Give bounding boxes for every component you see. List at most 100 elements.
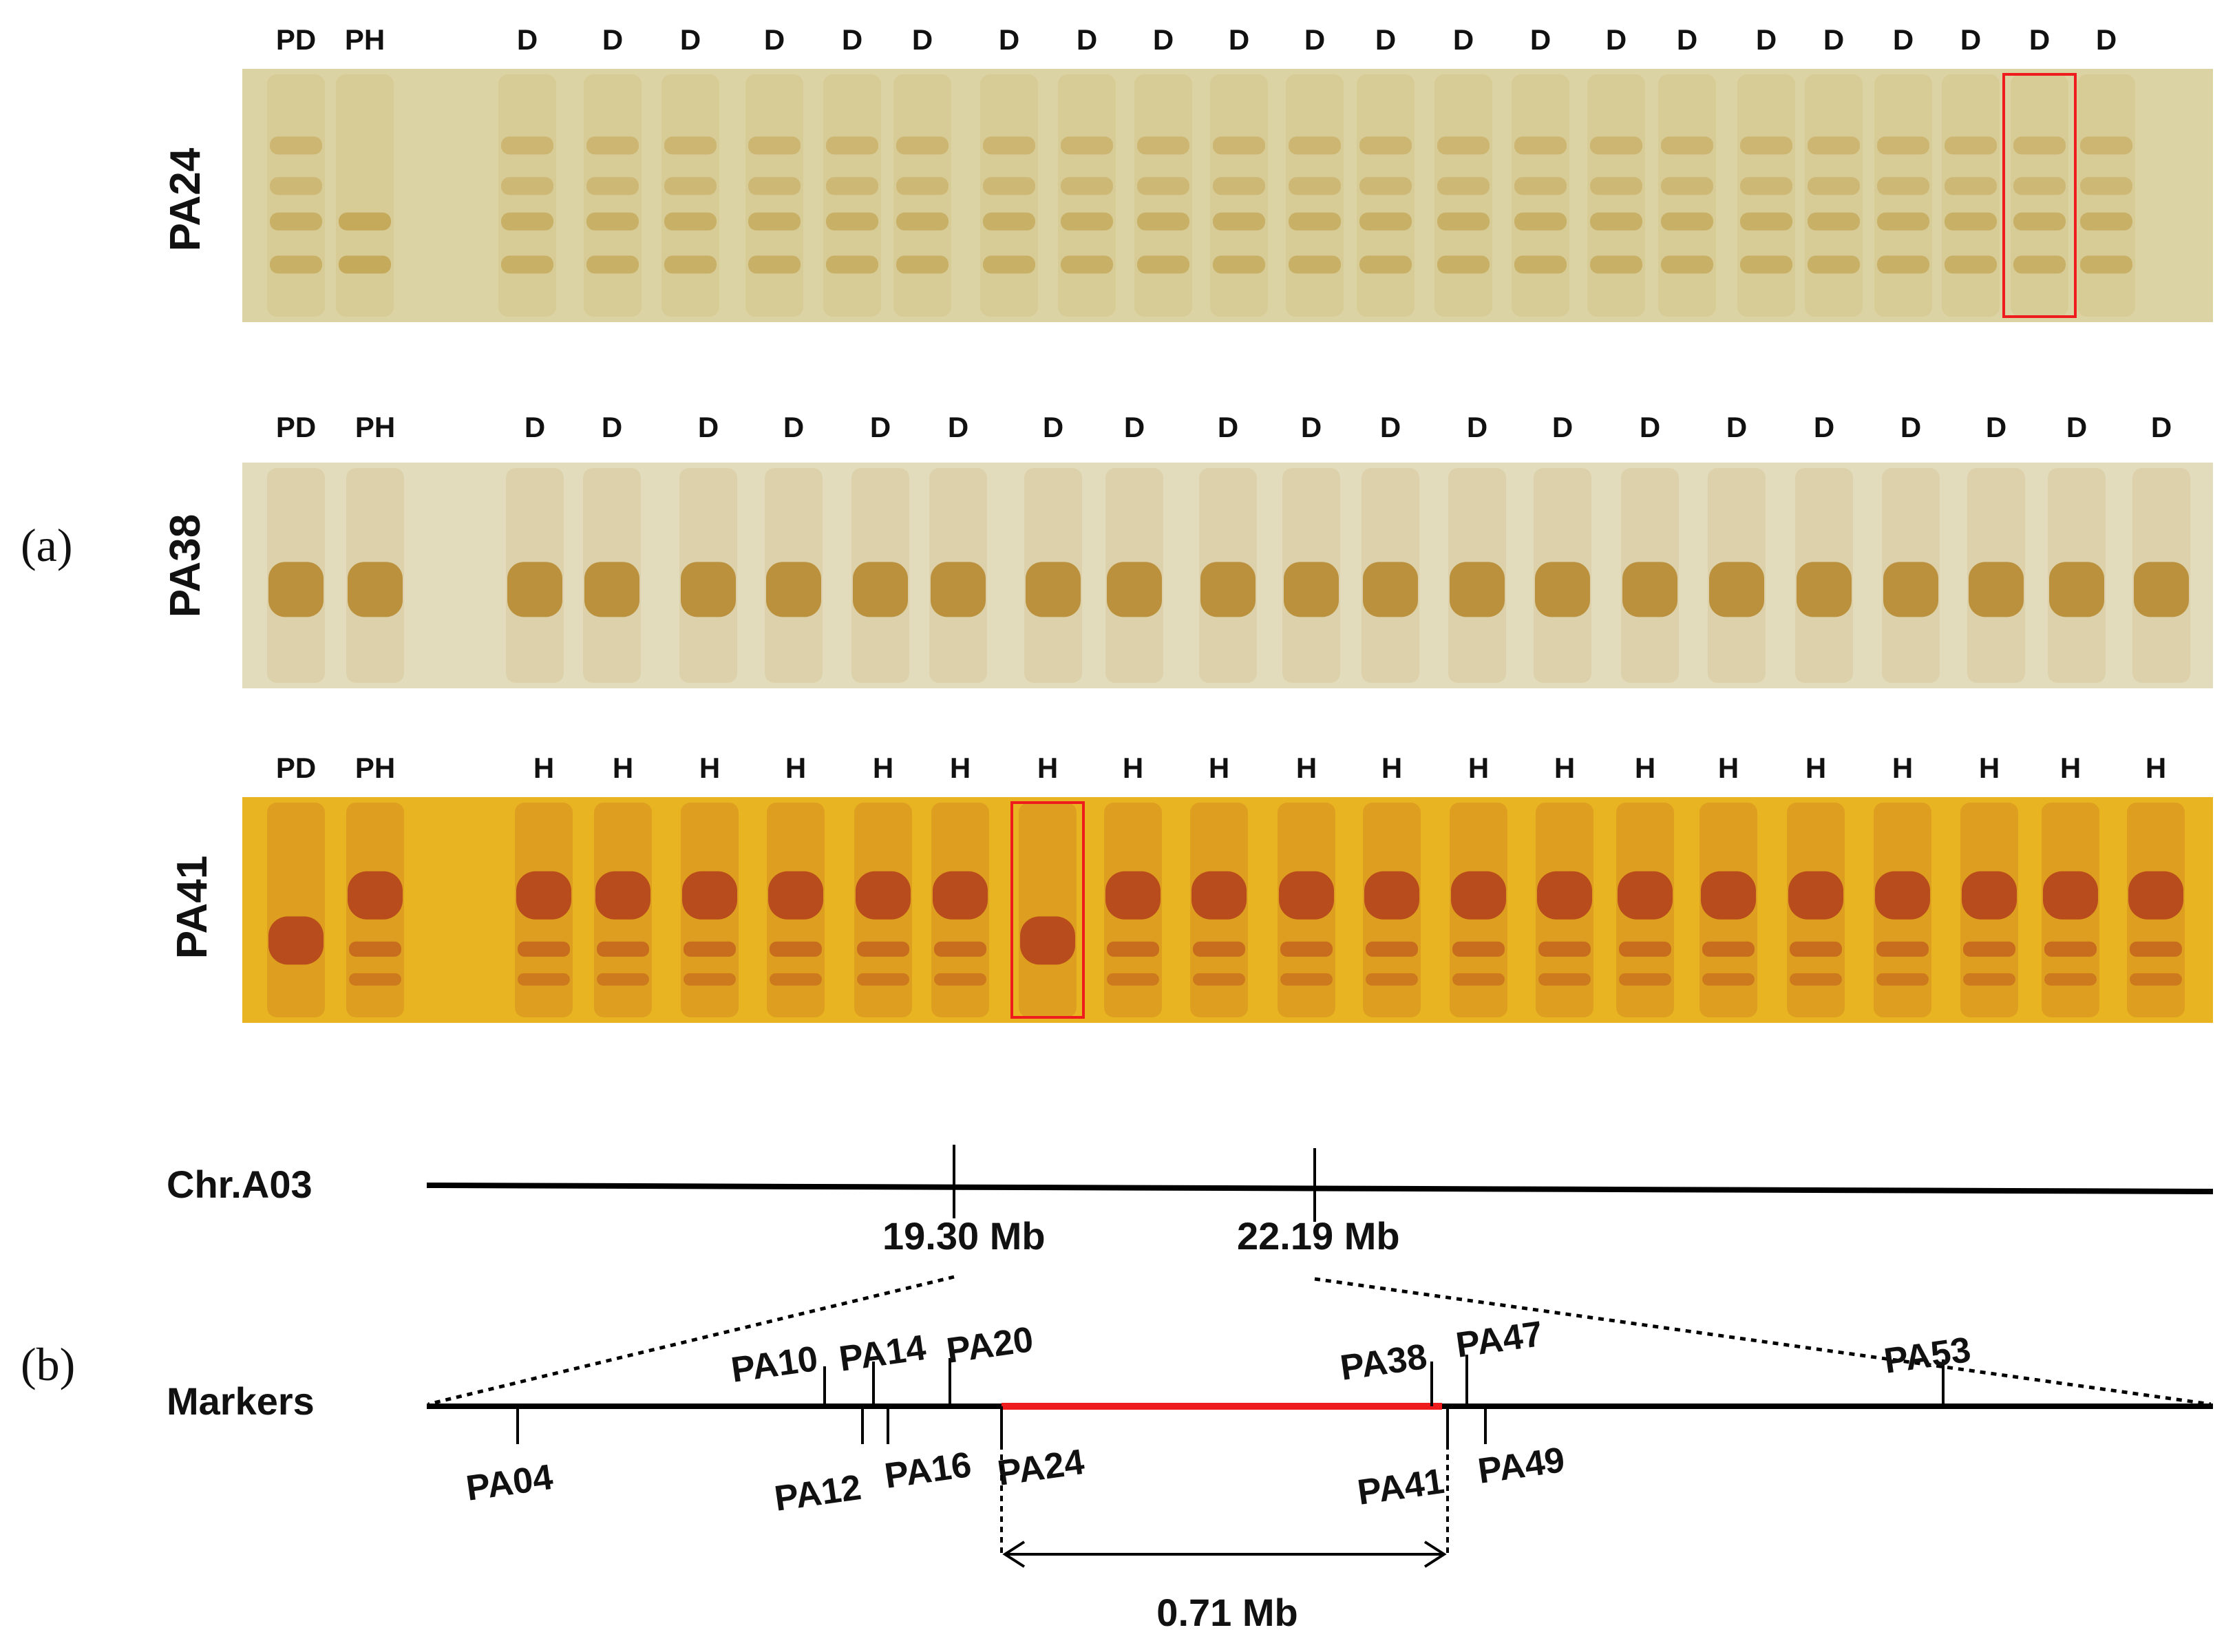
zoom-line (1314, 1277, 2212, 1406)
gel-band (1452, 941, 1505, 957)
lane-smear (980, 74, 1038, 317)
gel-lane (851, 468, 909, 683)
gel-band (501, 255, 553, 274)
gel-band (826, 136, 878, 155)
lane-smear (1286, 74, 1344, 317)
lane-label: H (950, 752, 971, 784)
lane-smear (1357, 74, 1415, 317)
gel-lane (1587, 74, 1645, 317)
gel-band (1514, 136, 1567, 155)
gel-lane (2077, 74, 2135, 317)
gel-band (2134, 562, 2189, 617)
gel-band (1661, 255, 1713, 274)
marker-label: PA49 (1476, 1440, 1567, 1492)
highlight-box (2002, 73, 2077, 318)
gel-band (1590, 212, 1642, 231)
gel-band (664, 177, 717, 195)
lane-label: D (680, 23, 701, 56)
gel-band (1191, 871, 1247, 920)
gel-band (1877, 136, 1929, 155)
gel-band (1661, 212, 1713, 231)
lane-label: D (1756, 23, 1777, 56)
gel-band (1875, 871, 1930, 920)
gel-band (1289, 212, 1341, 231)
gel-band (1279, 871, 1334, 920)
lane-smear (336, 74, 394, 317)
gel-band (518, 941, 570, 957)
gel-lane (506, 468, 564, 683)
gel-band (768, 871, 823, 920)
gel-name: PA38 (162, 514, 209, 618)
lane-smear (745, 74, 803, 317)
gel-band (1359, 136, 1412, 155)
gel-lane (1534, 468, 1591, 683)
arrow-head-right (1423, 1540, 1447, 1568)
gel-band (1538, 973, 1591, 986)
gel-band (934, 973, 986, 986)
lane-label: D (2066, 411, 2087, 443)
lane-smear (661, 74, 719, 317)
lane-smear (1210, 74, 1268, 317)
lane-label: PD (276, 411, 316, 443)
lane-label: H (1468, 752, 1489, 784)
gel-band (1945, 212, 1997, 231)
lane-label: D (1375, 23, 1396, 56)
lane-label: H (1979, 752, 2000, 784)
gel-lane (929, 468, 987, 683)
gel-band (2080, 255, 2132, 274)
gel-band (1213, 136, 1265, 155)
lane-label: D (870, 411, 891, 443)
lane-label: D (2029, 23, 2050, 56)
position-label: 22.19 Mb (1237, 1214, 1400, 1258)
lane-smear (498, 74, 556, 317)
gel-band (1876, 941, 1929, 957)
gel-band (597, 941, 649, 957)
gel-band (664, 255, 717, 274)
lane-smear (1587, 74, 1645, 317)
gel-band (1590, 255, 1642, 274)
gel-band (1451, 871, 1506, 920)
gel-band (1797, 562, 1852, 617)
lane-label: D (2151, 411, 2172, 443)
gel-image (242, 69, 2213, 322)
gel-lane (2011, 74, 2068, 317)
lane-label: PH (345, 23, 385, 56)
lane-smear (2011, 74, 2068, 317)
gel-band (1790, 973, 1842, 986)
gel-lane (1967, 468, 2025, 683)
lane-smear (1434, 74, 1492, 317)
gel-lane (679, 468, 737, 683)
lane-label: H (1635, 752, 1655, 784)
gel-lane (1024, 468, 1082, 683)
gel-band (2049, 562, 2104, 617)
gel-band (339, 212, 391, 231)
gel-band (1137, 177, 1189, 195)
gel-band (1514, 177, 1567, 195)
lane-label: D (842, 23, 862, 56)
gel-lane (1134, 74, 1192, 317)
gel-band (853, 562, 908, 617)
gel-lane (1434, 74, 1492, 317)
gel-band (1437, 212, 1490, 231)
lane-label: D (1304, 23, 1325, 56)
lane-label: H (1381, 752, 1402, 784)
lane-smear (1134, 74, 1192, 317)
gel-lane (1795, 468, 1853, 683)
gel-lane (1805, 74, 1863, 317)
gel-lane (1450, 803, 1507, 1017)
gel-band (507, 562, 562, 617)
marker-label: PA14 (837, 1328, 929, 1379)
gel-band (1366, 973, 1418, 986)
gel-band (2080, 212, 2132, 231)
gel-lane (980, 74, 1038, 317)
gel-band (348, 562, 403, 617)
marker-label: PA10 (729, 1339, 820, 1390)
lane-smear (1658, 74, 1716, 317)
lane-label: D (1606, 23, 1627, 56)
lane-label: D (999, 23, 1019, 56)
gel-band (2130, 973, 2182, 986)
lane-label: H (2146, 752, 2166, 784)
gel-band (1877, 177, 1929, 195)
gel-band (1213, 212, 1265, 231)
